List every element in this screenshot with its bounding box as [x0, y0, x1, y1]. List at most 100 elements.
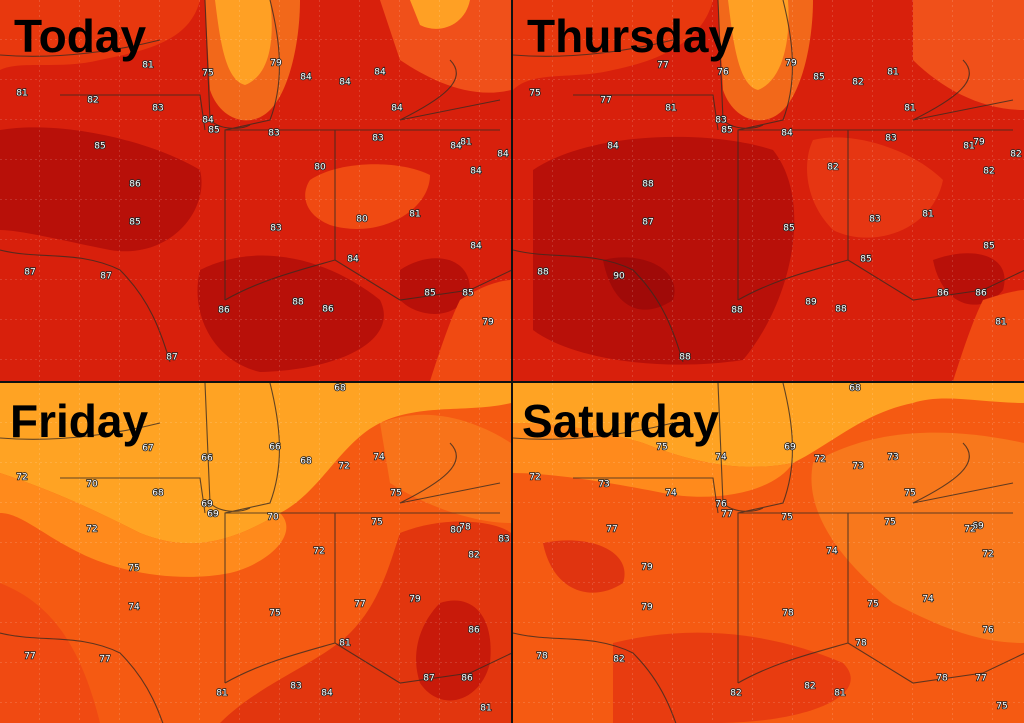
temperature-label: 82	[613, 655, 624, 665]
panel-saturday	[512, 382, 1024, 723]
temperature-label: 82	[804, 682, 815, 692]
temperature-label: 80	[450, 526, 462, 536]
temperature-label: 86	[322, 305, 334, 315]
temperature-label: 70	[267, 513, 279, 523]
temperature-label: 68	[849, 384, 861, 394]
temperature-label: 85	[129, 218, 140, 228]
temperature-label: 82	[852, 78, 863, 88]
temperature-label: 84	[497, 150, 509, 160]
temperature-label: 83	[152, 104, 163, 114]
temperature-label: 89	[805, 298, 817, 308]
temperature-label: 86	[218, 306, 230, 316]
temperature-label: 85	[783, 224, 794, 234]
temperature-label: 84	[391, 104, 403, 114]
temperature-label: 75	[656, 443, 667, 453]
temperature-label: 83	[498, 535, 509, 545]
temperature-label: 75	[202, 69, 213, 79]
temperature-label: 77	[606, 525, 617, 535]
temperature-label: 81	[963, 142, 974, 152]
temperature-label: 81	[904, 104, 915, 114]
temperature-label: 84	[781, 129, 793, 139]
temperature-label: 68	[334, 384, 346, 394]
temperature-label: 74	[665, 489, 677, 499]
temperature-label: 84	[374, 68, 386, 78]
temperature-label: 76	[715, 500, 727, 510]
temperature-label: 78	[459, 523, 471, 533]
temperature-label: 80	[314, 163, 326, 173]
temperature-label: 82	[827, 163, 838, 173]
temperature-label: 73	[598, 480, 609, 490]
temperature-label: 77	[99, 655, 110, 665]
temperature-label: 84	[202, 116, 214, 126]
temperature-label: 81	[995, 318, 1006, 328]
temperature-label: 84	[347, 255, 359, 265]
temperature-label: 66	[201, 454, 213, 464]
panel-thursday	[512, 0, 1024, 381]
temperature-label: 75	[371, 518, 382, 528]
temperature-label: 75	[128, 564, 139, 574]
temperature-label: 76	[717, 68, 729, 78]
temperature-label: 85	[94, 142, 105, 152]
temperature-label: 87	[166, 353, 177, 363]
temperature-label: 83	[869, 215, 880, 225]
temperature-label: 77	[721, 510, 732, 520]
panel-today	[0, 0, 513, 381]
panel-title: Saturday	[522, 395, 719, 447]
panel-title: Thursday	[527, 10, 734, 62]
temperature-label: 80	[356, 215, 368, 225]
temperature-label: 83	[290, 682, 301, 692]
temperature-label: 87	[24, 268, 35, 278]
temperature-label: 88	[679, 353, 691, 363]
temperature-label: 86	[461, 674, 473, 684]
temperature-label: 77	[600, 96, 611, 106]
panel-friday	[0, 382, 513, 723]
panel-title: Friday	[10, 395, 148, 447]
temperature-label: 78	[936, 674, 948, 684]
temperature-label: 72	[529, 473, 540, 483]
temperature-label: 69	[784, 443, 796, 453]
temperature-label: 72	[16, 473, 27, 483]
temperature-label: 67	[142, 444, 153, 454]
temperature-label: 74	[826, 547, 838, 557]
temperature-label: 82	[730, 689, 741, 699]
temperature-label: 84	[450, 142, 462, 152]
temperature-label: 73	[852, 462, 863, 472]
temperature-label: 78	[855, 639, 867, 649]
temperature-label: 68	[300, 457, 312, 467]
temperature-label: 81	[922, 210, 933, 220]
temperature-label: 88	[537, 268, 549, 278]
temperature-label: 84	[321, 689, 333, 699]
temperature-label: 72	[964, 525, 975, 535]
temperature-label: 79	[641, 603, 653, 613]
temperature-label: 85	[462, 289, 473, 299]
temperature-label: 75	[390, 489, 401, 499]
temperature-label: 85	[424, 289, 435, 299]
temperature-label: 82	[1010, 150, 1021, 160]
temperature-label: 85	[721, 126, 732, 136]
temperature-label: 85	[983, 242, 994, 252]
temperature-label: 83	[715, 116, 726, 126]
temperature-label: 84	[607, 142, 619, 152]
temperature-label: 87	[642, 218, 653, 228]
temperature-label: 81	[339, 639, 350, 649]
temperature-label: 81	[887, 68, 898, 78]
temperature-label: 72	[814, 455, 825, 465]
temperature-label: 83	[885, 134, 896, 144]
temperature-label: 81	[142, 61, 153, 71]
temperature-label: 88	[835, 305, 847, 315]
temperature-label: 81	[216, 689, 227, 699]
temperature-label: 79	[409, 595, 421, 605]
temperature-label: 79	[785, 59, 797, 69]
temperature-label: 69	[972, 522, 984, 532]
temperature-label: 81	[460, 138, 471, 148]
temperature-label: 82	[87, 96, 98, 106]
temperature-label: 68	[152, 489, 164, 499]
temperature-label: 76	[982, 626, 994, 636]
temperature-label: 84	[339, 78, 351, 88]
temperature-label: 81	[480, 704, 491, 714]
temperature-label: 69	[207, 510, 219, 520]
temperature-label: 83	[270, 224, 281, 234]
temperature-label: 84	[470, 242, 482, 252]
temperature-label: 73	[887, 453, 898, 463]
